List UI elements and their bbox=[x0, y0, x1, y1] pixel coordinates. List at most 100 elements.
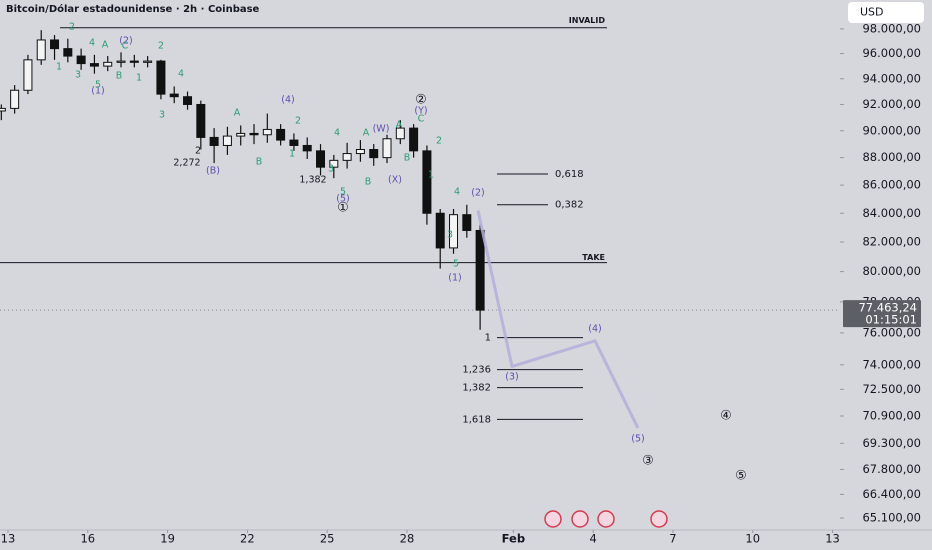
wave-label: 2 bbox=[436, 136, 442, 147]
level-label: 1,236 bbox=[462, 365, 491, 376]
projection-line bbox=[476, 210, 640, 429]
wave-label: ③ bbox=[642, 454, 654, 469]
wave-label: 5 bbox=[95, 80, 101, 91]
y-tick-label: 94.000,00 bbox=[862, 71, 921, 85]
candle-body bbox=[329, 159, 339, 168]
x-tick-label: 10 bbox=[745, 532, 760, 546]
candle-body bbox=[302, 144, 312, 152]
currency-label[interactable]: USD bbox=[860, 6, 884, 19]
wave-label: (4) bbox=[588, 324, 601, 335]
candle-body bbox=[382, 138, 392, 159]
candle-body bbox=[435, 212, 445, 249]
candle-body bbox=[289, 139, 299, 146]
y-tick-label: 66.400,00 bbox=[862, 487, 921, 501]
level-label: 0,382 bbox=[555, 200, 584, 211]
wave-label: 1 bbox=[289, 149, 295, 160]
wave-label: A bbox=[234, 108, 241, 119]
wave-label: C bbox=[418, 114, 425, 125]
wave-label: 3 bbox=[447, 230, 453, 241]
wave-label: B bbox=[404, 153, 411, 164]
wave-label: ⑤ bbox=[735, 469, 747, 484]
y-tick-label: 74.000,00 bbox=[862, 357, 921, 371]
candle-body bbox=[209, 136, 219, 146]
wave-label: A bbox=[102, 40, 109, 51]
level-label: 1,618 bbox=[462, 414, 491, 425]
candle-body bbox=[342, 153, 352, 161]
y-tick-label: 98.000,00 bbox=[862, 21, 921, 35]
wave-label: (5) bbox=[336, 194, 349, 205]
y-tick-label: 82.000,00 bbox=[862, 235, 921, 249]
x-tick-label: 7 bbox=[669, 532, 676, 546]
wave-label: 5 bbox=[453, 259, 459, 270]
countdown: 01:15:01 bbox=[865, 313, 917, 327]
wave-label: 4 bbox=[334, 128, 340, 139]
wave-label: 4 bbox=[89, 38, 95, 49]
y-tick-label: 88.000,00 bbox=[862, 150, 921, 164]
level-label: 1,382 bbox=[462, 383, 491, 394]
wave-label: 2 bbox=[69, 22, 75, 33]
y-tick-label: 70.900,00 bbox=[862, 408, 921, 422]
level-label: 1 bbox=[485, 333, 491, 344]
wave-label: 1 bbox=[136, 73, 142, 84]
wave-label: 4 bbox=[178, 69, 184, 80]
candle-body bbox=[222, 135, 232, 146]
wave-label: (X) bbox=[388, 175, 402, 186]
x-tick-label: Feb bbox=[502, 532, 525, 546]
wave-label: ① bbox=[337, 201, 349, 216]
wave-label: (1) bbox=[448, 273, 461, 284]
y-tick-label: 65.100,00 bbox=[862, 511, 921, 525]
candle-body bbox=[63, 48, 73, 57]
candle-body bbox=[355, 149, 365, 155]
wave-label: (3) bbox=[505, 372, 518, 383]
wave-label: 4 bbox=[454, 187, 460, 198]
wave-label: ④ bbox=[720, 409, 732, 424]
wave-label: 1 bbox=[428, 170, 434, 181]
y-tick-label: 69.300,00 bbox=[862, 436, 921, 450]
candle-body bbox=[76, 55, 86, 65]
wave-label: 2 bbox=[195, 146, 201, 157]
level-label: TAKE bbox=[582, 253, 605, 262]
y-tick-label: 90.000,00 bbox=[862, 123, 921, 137]
x-tick-label: 25 bbox=[320, 532, 335, 546]
candle-body bbox=[116, 60, 126, 63]
x-tick-label: 13 bbox=[1, 532, 16, 546]
candle-body bbox=[395, 127, 405, 140]
candle-body bbox=[462, 214, 472, 231]
y-tick-label: 80.000,00 bbox=[862, 264, 921, 278]
wave-label: 1 bbox=[56, 62, 62, 73]
candle-body bbox=[50, 39, 60, 50]
candle-body bbox=[183, 96, 193, 105]
wave-label: (1) bbox=[91, 86, 104, 97]
x-tick-label: 22 bbox=[240, 532, 255, 546]
x-tick-label: 28 bbox=[400, 532, 415, 546]
wave-label: 5 bbox=[340, 187, 346, 198]
y-tick-label: 76.000,00 bbox=[862, 325, 921, 339]
candle-body bbox=[475, 229, 485, 311]
currency-button[interactable] bbox=[848, 2, 924, 23]
level-label: 0,618 bbox=[555, 169, 584, 180]
wave-label: 1,382 bbox=[299, 175, 326, 186]
wave-label: A bbox=[396, 120, 403, 131]
wave-label: (4) bbox=[281, 95, 294, 106]
wave-label: 3 bbox=[159, 110, 165, 121]
wave-label: (2) bbox=[471, 188, 484, 199]
wave-label: (W) bbox=[373, 124, 390, 135]
candle-body bbox=[143, 60, 153, 63]
level-label: INVALID bbox=[569, 16, 606, 25]
event-icons bbox=[544, 510, 668, 528]
x-tick-label: 4 bbox=[589, 532, 596, 546]
wave-label: A bbox=[363, 128, 370, 139]
wave-label: B bbox=[116, 71, 123, 82]
last-price-label: 77.463,24 bbox=[858, 301, 917, 315]
candle-body bbox=[169, 93, 179, 98]
wave-label: 3 bbox=[75, 70, 81, 81]
y-tick-label: 92.000,00 bbox=[862, 97, 921, 111]
candle-body bbox=[129, 60, 139, 63]
candle-body bbox=[236, 132, 246, 137]
y-tick-label: 67.800,00 bbox=[862, 462, 921, 476]
candle-body bbox=[196, 103, 206, 138]
wave-label: C bbox=[122, 41, 129, 52]
candle-body bbox=[369, 149, 379, 159]
